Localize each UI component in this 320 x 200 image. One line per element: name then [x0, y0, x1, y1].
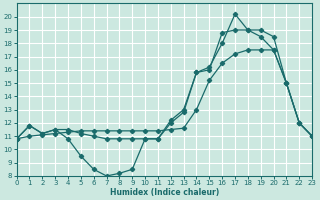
X-axis label: Humidex (Indice chaleur): Humidex (Indice chaleur)	[110, 188, 219, 197]
